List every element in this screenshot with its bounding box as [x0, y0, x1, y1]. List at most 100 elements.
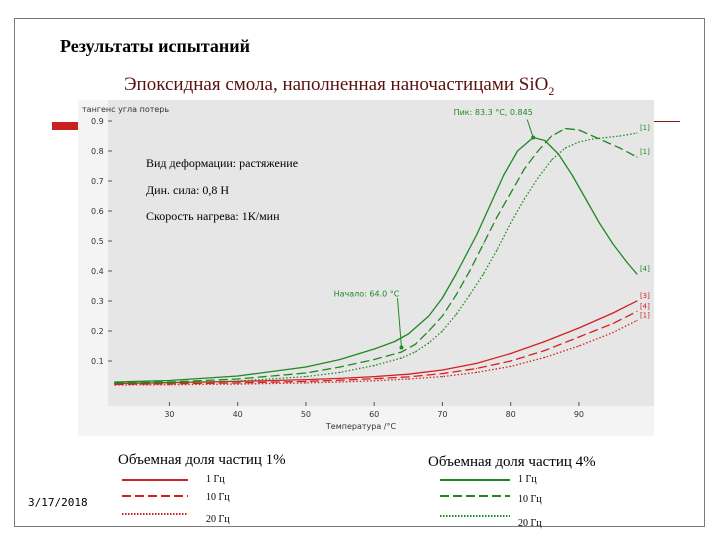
note-deformation: Вид деформации: растяжение — [146, 156, 299, 170]
y-tick-label: 0.8 — [91, 147, 104, 156]
series-line-4 — [114, 136, 638, 383]
slide-heading: Результаты испытаний — [60, 36, 251, 56]
y-tick-label: 0.9 — [91, 117, 104, 126]
data-point — [578, 141, 580, 143]
data-point — [428, 342, 430, 344]
note-rate: Скорость нагрева: 1К/мин — [146, 209, 280, 223]
data-point — [168, 383, 170, 385]
curve-tag-6: [1] — [640, 312, 650, 320]
data-point — [441, 315, 443, 317]
peak-annotation: Пик: 83.3 °C, 0.845 — [454, 108, 533, 117]
data-point — [516, 150, 519, 152]
x-tick-label: 90 — [574, 410, 584, 419]
data-point — [168, 381, 170, 383]
data-point — [476, 234, 478, 236]
data-point — [305, 372, 307, 374]
data-point — [455, 313, 457, 316]
data-point — [636, 273, 638, 275]
data-point — [373, 380, 375, 382]
data-point — [544, 349, 546, 352]
data-point — [373, 378, 375, 380]
data-point — [237, 383, 239, 385]
data-point — [523, 198, 525, 200]
data-point — [414, 351, 416, 353]
data-point — [482, 243, 484, 245]
data-point — [578, 336, 580, 338]
data-point — [612, 331, 614, 334]
data-point — [373, 376, 375, 378]
data-point — [373, 364, 375, 367]
onset-marker — [399, 345, 404, 350]
y-tick-label: 0.7 — [91, 177, 104, 186]
x-axis-label: Температура /°C — [325, 422, 397, 431]
data-point — [605, 136, 607, 139]
data-point — [612, 322, 614, 325]
slide-subtitle: Эпоксидная смола, наполненная наночастиц… — [124, 74, 554, 99]
data-point — [476, 362, 478, 364]
data-point — [469, 294, 471, 296]
data-point — [523, 168, 525, 170]
legend-left-item-1: 1 Гц — [206, 474, 225, 485]
data-point — [537, 150, 539, 152]
data-point — [339, 377, 341, 379]
series-line-6 — [114, 132, 638, 385]
data-point — [428, 315, 430, 317]
note-force: Дин. сила: 0,8 Н — [146, 183, 230, 197]
data-point — [114, 382, 116, 385]
slide-date: 3/17/2018 — [28, 496, 88, 509]
data-point — [339, 366, 341, 368]
data-point — [564, 127, 566, 130]
loss-tangent-chart: тангенс угла потерь 0.1 0.2 0.3 0.4 0.5 0.6 0.7… — [78, 100, 654, 436]
data-point — [619, 135, 621, 137]
slide-frame — [14, 18, 705, 527]
legend-left-item-3: 20 Гц — [206, 514, 230, 525]
curve-tag-1: [4] — [640, 265, 650, 273]
data-point — [489, 204, 491, 206]
data-point — [612, 243, 614, 245]
data-point — [441, 376, 443, 378]
data-point — [578, 129, 580, 131]
data-point — [619, 147, 621, 149]
data-point — [168, 384, 170, 386]
data-point — [469, 270, 471, 272]
data-point — [373, 348, 375, 350]
data-point — [394, 340, 396, 343]
data-point — [585, 198, 587, 200]
x-tick-label: 80 — [506, 410, 516, 419]
peak-leader-line — [526, 119, 534, 138]
data-point — [441, 330, 443, 332]
data-point — [237, 380, 239, 382]
subtitle-text: Эпоксидная смола, наполненная наночастиц… — [124, 74, 549, 95]
y-tick-label: 0.6 — [91, 207, 104, 216]
data-point — [305, 376, 307, 378]
data-point — [636, 310, 638, 313]
legend-right-title: Объемная доля частиц 4% — [428, 454, 596, 470]
data-point — [578, 327, 580, 329]
data-point — [407, 333, 409, 335]
data-point — [339, 358, 341, 361]
data-point — [636, 132, 638, 134]
data-point — [544, 340, 546, 343]
data-point — [400, 357, 403, 359]
series-line-1 — [114, 300, 638, 385]
curve-tag-5: [4] — [640, 303, 650, 311]
onset-leader-line — [396, 297, 402, 348]
curve-tag-4: [3] — [640, 292, 650, 300]
y-tick-label: 0.4 — [91, 267, 104, 276]
legend-right-item-1: 1 Гц — [518, 474, 537, 485]
data-point — [339, 379, 341, 381]
data-point — [168, 379, 170, 382]
data-point — [441, 297, 443, 299]
data-point — [441, 369, 443, 371]
y-tick-label: 0.3 — [91, 297, 104, 306]
data-point — [612, 312, 614, 314]
data-point — [551, 159, 553, 161]
legend-right-item-3: 20 Гц — [518, 518, 542, 529]
data-point — [544, 356, 546, 358]
x-tick-label: 50 — [301, 410, 311, 419]
data-point — [455, 294, 457, 296]
y-axis-label: тангенс угла потерь — [82, 105, 169, 114]
data-point — [237, 375, 239, 377]
series-line-3 — [114, 319, 638, 386]
data-point — [168, 382, 170, 384]
